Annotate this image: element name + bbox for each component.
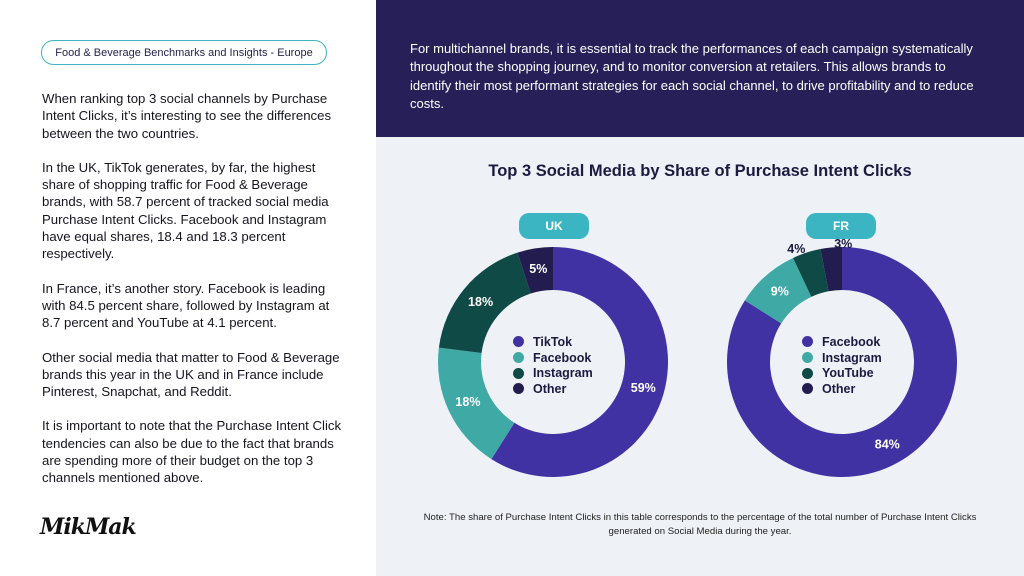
legend-label: Other xyxy=(822,381,856,396)
data-label-fr-instagram: 9% xyxy=(771,284,789,298)
data-label-uk-tiktok: 59% xyxy=(631,381,656,395)
data-label-fr-facebook: 84% xyxy=(875,437,900,451)
legend-item: Instagram xyxy=(802,350,882,366)
legend-dot xyxy=(802,367,813,379)
legend-label: Other xyxy=(533,381,567,396)
data-label-uk-facebook: 18% xyxy=(455,395,480,409)
legend-dot xyxy=(802,352,813,364)
chart-title: Top 3 Social Media by Share of Purchase … xyxy=(488,162,912,180)
data-label-fr-other: 3% xyxy=(834,237,852,251)
paragraph-4: Other social media that matter to Food &… xyxy=(42,349,340,400)
legend-item: Facebook xyxy=(513,350,593,366)
chart-note: Note: The share of Purchase Intent Click… xyxy=(423,512,977,537)
slice-uk-other xyxy=(517,247,553,294)
legend-label: YouTube xyxy=(822,366,874,381)
body-text: When ranking top 3 social channels by Pu… xyxy=(42,90,346,504)
paragraph-5: It is important to note that the Purchas… xyxy=(42,418,342,486)
legend-item: YouTube xyxy=(802,365,882,381)
paragraph-3: In France, it’s another story. Facebook … xyxy=(42,280,330,331)
slice-uk-instagram xyxy=(438,252,531,353)
legend-item: Other xyxy=(802,381,882,397)
legend-item: Facebook xyxy=(802,334,882,350)
legend-item: Instagram xyxy=(513,365,593,381)
legend-label: Instagram xyxy=(533,366,593,381)
slice-uk-facebook xyxy=(437,347,515,460)
legend-item: TikTok xyxy=(513,334,593,350)
data-label-uk-instagram: 18% xyxy=(468,295,493,309)
slice-fr-youtube xyxy=(793,249,829,297)
legend-uk: TikTok Facebook Instagram Other xyxy=(513,334,593,397)
country-pill-fr: FR xyxy=(806,213,876,239)
mikmak-logo: MikMak xyxy=(40,514,137,540)
legend-label: Facebook xyxy=(533,350,592,365)
paragraph-1: When ranking top 3 social channels by Pu… xyxy=(42,91,332,141)
legend-label: Facebook xyxy=(822,334,881,349)
legend-item: Other xyxy=(513,381,593,397)
country-pill-uk: UK xyxy=(519,213,589,239)
legend-dot xyxy=(802,383,813,395)
slice-fr-other xyxy=(820,247,842,292)
slice-fr-instagram xyxy=(744,257,812,324)
intro-text: For multichannel brands, it is essential… xyxy=(410,41,974,112)
legend-dot xyxy=(802,336,813,348)
legend-dot xyxy=(513,352,524,364)
slice-uk-tiktok xyxy=(491,247,668,477)
legend-dot xyxy=(513,367,524,379)
paragraph-2: In the UK, TikTok generates, by far, the… xyxy=(42,159,329,262)
legend-label: Instagram xyxy=(822,350,882,365)
legend-dot xyxy=(513,383,524,395)
data-label-uk-other: 5% xyxy=(529,262,547,276)
slice-fr-facebook xyxy=(727,247,957,477)
legend-label: TikTok xyxy=(533,334,573,349)
section-tag: Food & Beverage Benchmarks and Insights … xyxy=(41,40,327,65)
left-panel: Food & Beverage Benchmarks and Insights … xyxy=(0,0,376,576)
data-label-fr-youtube: 4% xyxy=(787,242,805,256)
header-band xyxy=(376,0,1024,137)
legend-fr: Facebook Instagram YouTube Other xyxy=(802,334,882,397)
legend-dot xyxy=(513,336,524,348)
